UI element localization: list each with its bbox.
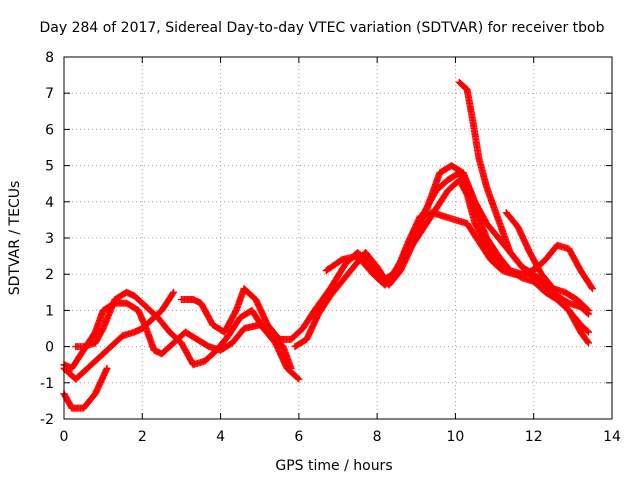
data-point-marker [169,290,177,298]
y-tick-label: 7 [45,86,54,102]
data-point-marker [585,328,593,336]
y-tick-label: 8 [45,50,54,66]
series-track-9 [455,78,593,336]
y-tick-label: 1 [45,303,54,319]
y-tick-label: -2 [40,412,54,428]
x-axis-label: GPS time / hours [275,458,392,474]
x-tick-label: 12 [525,429,543,445]
x-tick-label: 2 [138,429,147,445]
series-track-1 [60,364,111,412]
y-tick-label: -1 [40,376,54,392]
x-tick-label: 6 [294,429,303,445]
data-points [60,78,596,412]
y-tick-label: 2 [45,267,54,283]
x-tick-label: 4 [216,429,225,445]
data-point-marker [584,338,592,346]
data-point-marker [583,327,591,335]
series-track-4 [72,288,303,383]
data-point-marker [294,374,302,382]
y-tick-label: 4 [45,195,54,211]
x-tick-label: 10 [447,429,465,445]
data-point-marker [103,364,111,372]
data-point-marker [295,375,303,383]
y-tick-label: 5 [45,159,54,175]
series-track-2 [60,288,178,383]
data-point-marker [588,285,596,293]
y-tick-label: 0 [45,340,54,356]
data-point-marker [170,288,178,296]
data-point-marker [583,305,591,313]
series-track-7 [322,209,542,289]
data-point-marker [585,306,593,314]
chart-title: Day 284 of 2017, Sidereal Day-to-day VTE… [39,20,604,36]
x-tick-label: 8 [373,429,382,445]
x-tick-label: 14 [603,429,621,445]
y-tick-label: 3 [45,231,54,247]
series-track-10 [502,209,593,314]
y-tick-label: 6 [45,122,54,138]
data-point-marker [588,283,596,291]
y-axis-label: SDTVAR / TECUs [7,181,23,296]
data-point-marker [585,339,593,347]
x-tick-label: 0 [60,429,69,445]
